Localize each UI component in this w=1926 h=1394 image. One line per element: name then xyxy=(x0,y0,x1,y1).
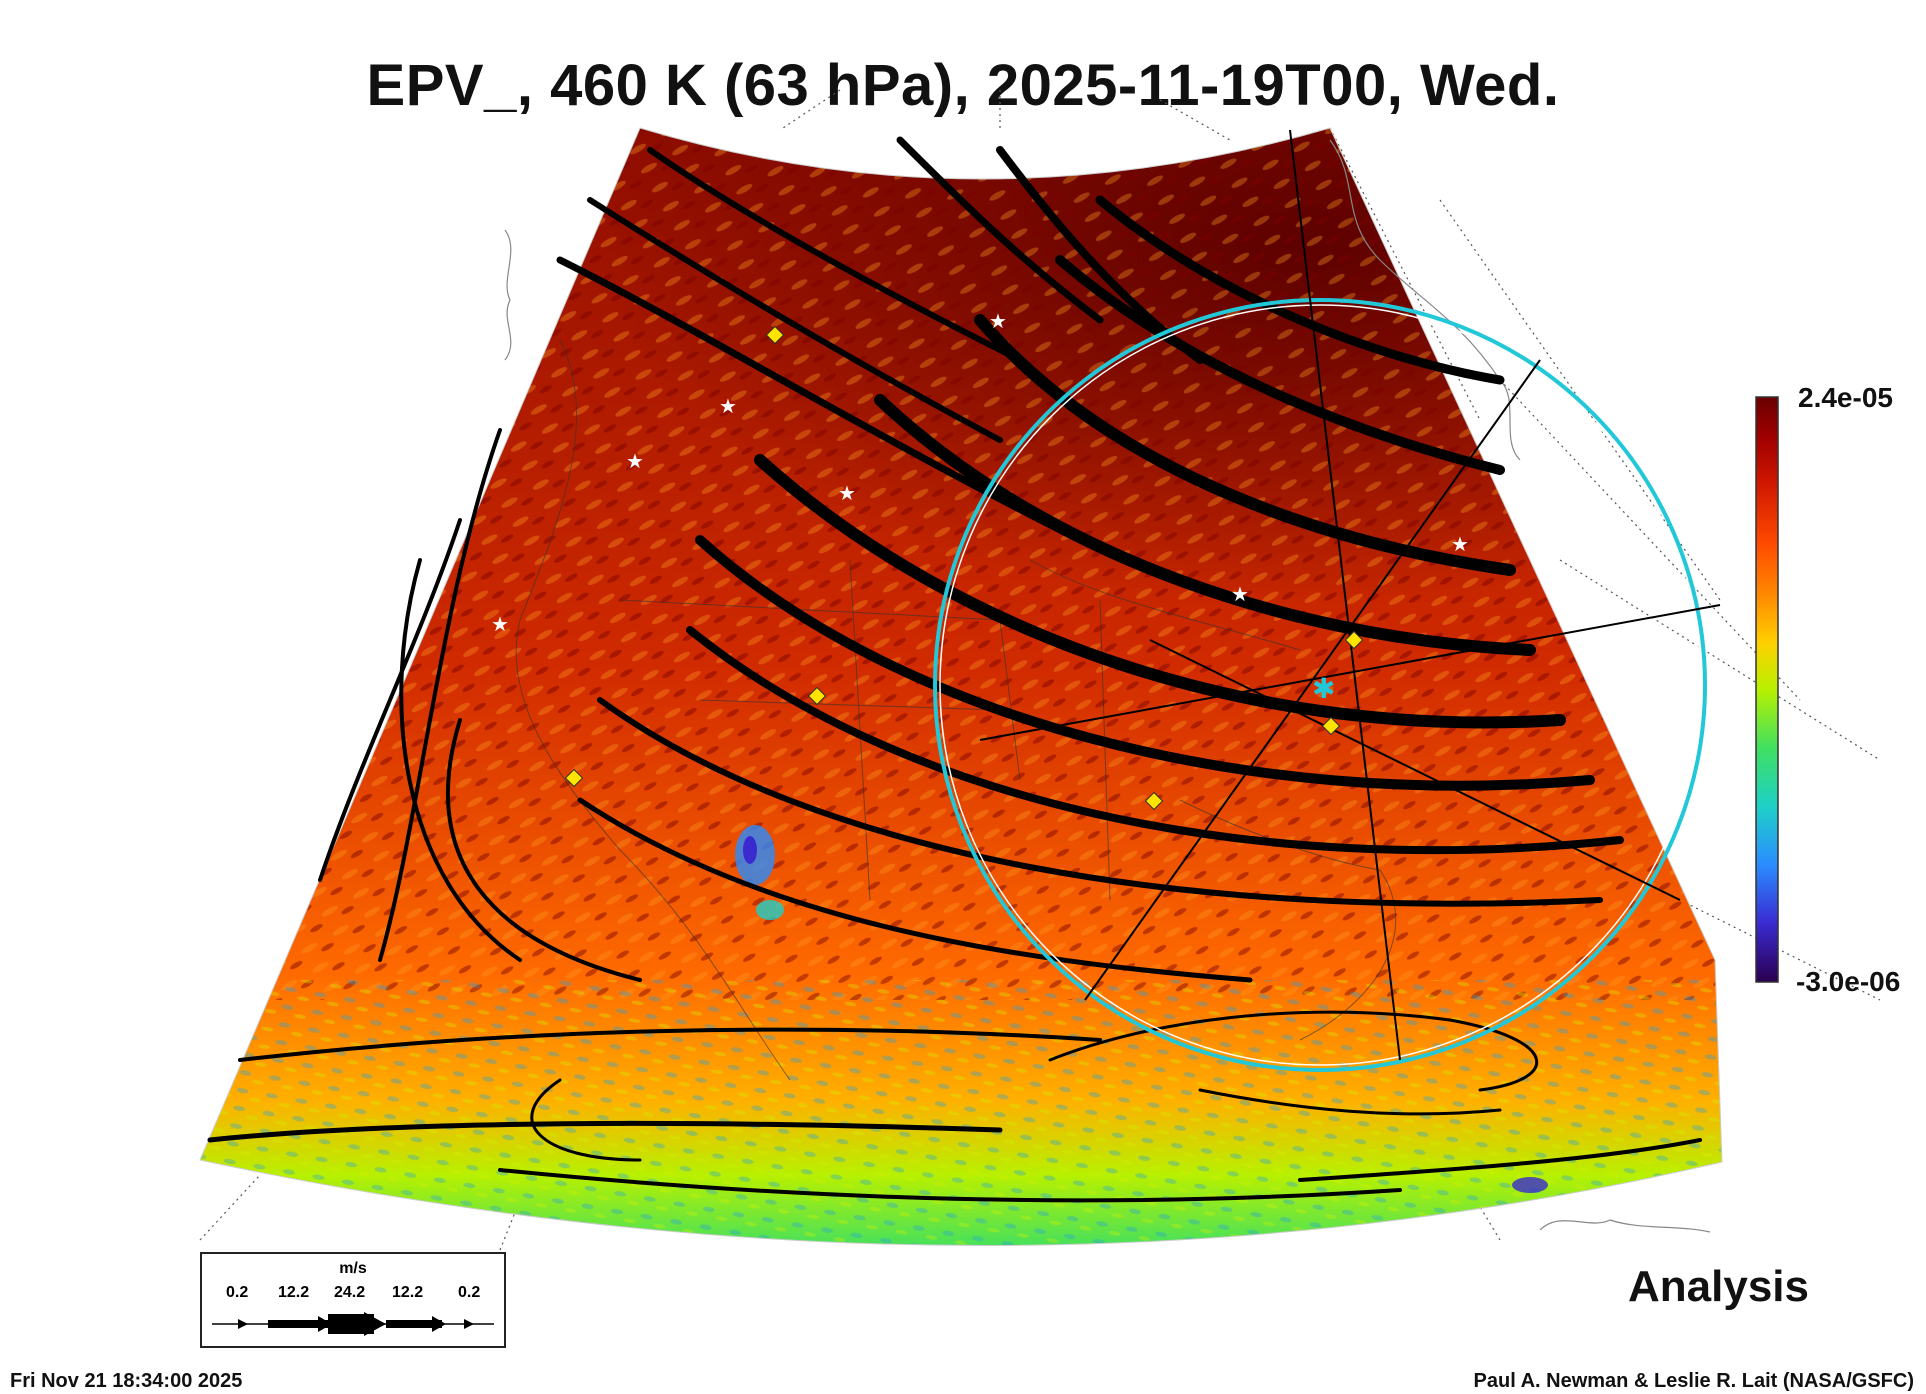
legend-speed: 0.2 xyxy=(458,1284,481,1301)
star-marker: ★ xyxy=(989,309,1007,333)
polar-ring xyxy=(933,298,1707,1072)
star-marker: ★ xyxy=(626,449,644,473)
legend-speed: 12.2 xyxy=(392,1284,424,1301)
colorbar xyxy=(1755,396,1779,983)
colorbar-max-label: 2.4e-05 xyxy=(1798,382,1893,413)
yellow-diamond-markers xyxy=(564,325,1364,811)
diamond-marker xyxy=(807,686,827,706)
analysis-label: Analysis xyxy=(1628,1262,1809,1311)
coastlines xyxy=(504,139,1711,1233)
star-marker: ★ xyxy=(838,481,856,505)
colorbar-min-label: -3.0e-06 xyxy=(1796,966,1901,997)
legend-arrow-scale xyxy=(212,1312,494,1336)
graticule-lines xyxy=(199,89,1881,1251)
star-marker: ★ xyxy=(1451,532,1469,556)
star-marker: ★ xyxy=(719,394,737,418)
wind-streamlines xyxy=(207,136,1702,1203)
timestamp: Fri Nov 21 18:34:00 2025 xyxy=(10,1370,243,1392)
map-title: EPV_, 460 K (63 hPa), 2025-11-19T00, Wed… xyxy=(366,53,1560,118)
legend-unit: m/s xyxy=(339,1260,367,1277)
center-star-icon: ✱ xyxy=(1312,672,1335,705)
cross-lines xyxy=(979,129,1721,1061)
diamond-marker xyxy=(1321,716,1341,736)
wind-speed-legend: m/s 0.2 12.2 24.2 12.2 0.2 xyxy=(200,1252,506,1348)
white-star-markers: ★ ★ ★ ★ ★ ★ ★ xyxy=(491,309,1469,636)
star-marker: ★ xyxy=(1231,582,1249,606)
legend-speed: 24.2 xyxy=(334,1284,366,1301)
diamond-marker xyxy=(1344,630,1364,650)
star-marker: ★ xyxy=(491,612,509,636)
legend-speed: 12.2 xyxy=(278,1284,310,1301)
diamond-marker xyxy=(564,768,584,788)
diamond-marker xyxy=(765,325,785,345)
map-boundary xyxy=(199,127,1723,1246)
legend-speed: 0.2 xyxy=(226,1284,249,1301)
diamond-marker xyxy=(1144,791,1164,811)
credits: Paul A. Newman & Leslie R. Lait (NASA/GS… xyxy=(1473,1370,1914,1392)
